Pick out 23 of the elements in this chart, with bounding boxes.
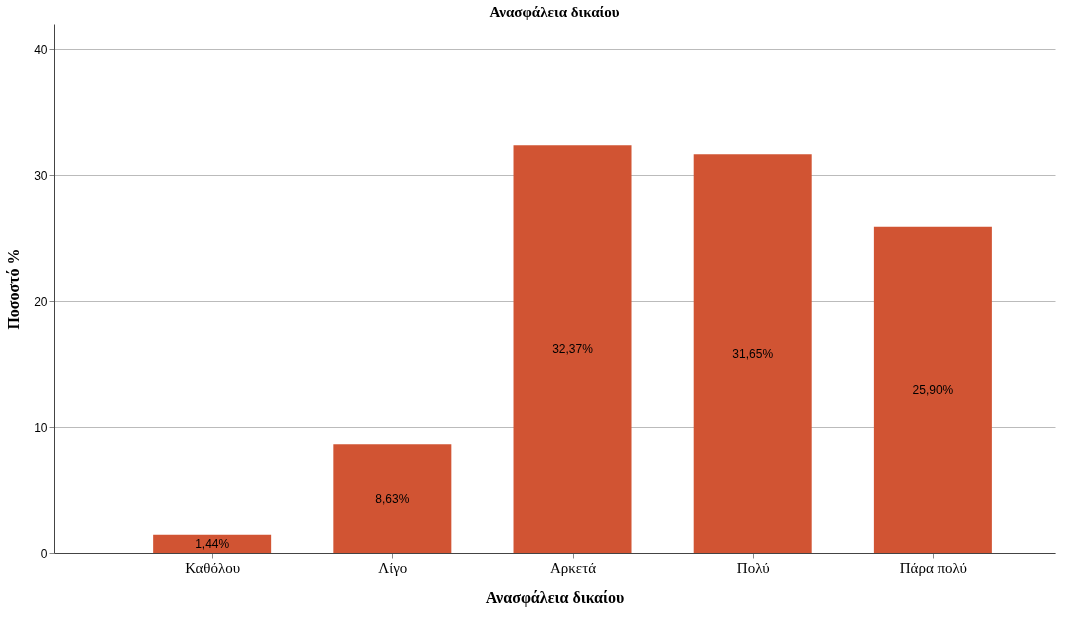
x-tick-label: Πολύ xyxy=(736,559,770,576)
data-label: 31,65% xyxy=(732,346,774,361)
x-tick-label: Πάρα πολύ xyxy=(899,559,968,576)
y-tick-label: 0 xyxy=(40,546,48,561)
chart-title: Ανασφάλεια δικαίου xyxy=(489,4,620,20)
x-axis-title: Ανασφάλεια δικαίου xyxy=(485,588,625,607)
data-label: 25,90% xyxy=(912,382,954,397)
y-tick-label: 40 xyxy=(34,42,48,57)
y-tick-label: 10 xyxy=(34,420,48,435)
y-tick-label: 20 xyxy=(34,294,48,309)
x-tick-label: Καθόλου xyxy=(185,559,241,576)
data-label: 1,44% xyxy=(195,536,230,551)
data-label: 32,37% xyxy=(552,342,594,357)
data-label: 8,63% xyxy=(375,491,410,506)
bar xyxy=(333,444,452,553)
y-tick-label: 30 xyxy=(34,168,48,183)
bar xyxy=(693,154,812,553)
y-axis-title: Ποσοστό % xyxy=(5,248,23,330)
bar xyxy=(153,534,272,553)
x-tick-label: Λίγο xyxy=(378,559,408,576)
bar xyxy=(513,145,632,553)
x-tick-label: Αρκετά xyxy=(549,559,597,576)
bar xyxy=(873,226,992,553)
